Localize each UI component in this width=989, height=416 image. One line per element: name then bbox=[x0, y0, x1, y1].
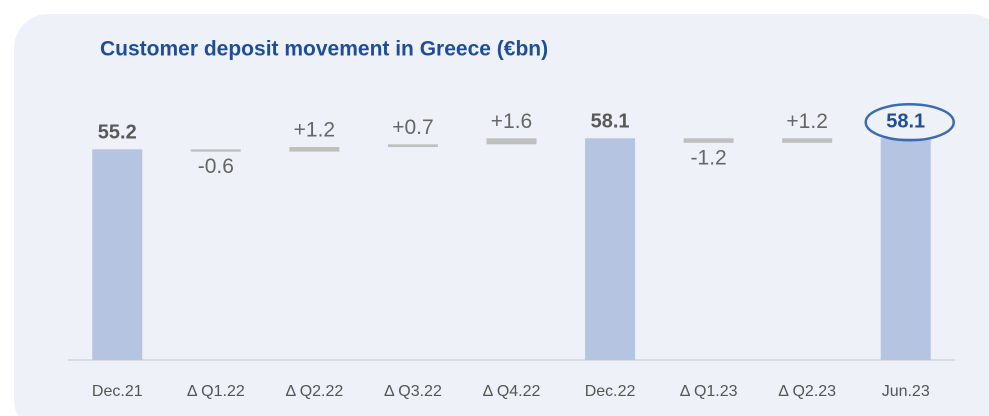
value-label: 55.2 bbox=[98, 122, 137, 144]
value-label: -0.6 bbox=[198, 155, 234, 178]
bar bbox=[683, 138, 734, 143]
value-label: +0.7 bbox=[392, 116, 433, 139]
bar bbox=[190, 149, 241, 152]
bar bbox=[289, 147, 340, 152]
x-tick-label: Dec.22 bbox=[585, 383, 636, 400]
value-label: 58.1 bbox=[591, 111, 630, 133]
value-label: 58.1 bbox=[886, 111, 925, 133]
highlight-ring bbox=[864, 103, 955, 142]
bar bbox=[486, 138, 537, 145]
x-tick-label: Jun.23 bbox=[882, 383, 930, 400]
value-label: +1.2 bbox=[294, 119, 335, 142]
chart-title: Customer deposit movement in Greece (€bn… bbox=[100, 38, 548, 61]
value-label: -1.2 bbox=[691, 146, 727, 169]
panel bbox=[14, 14, 989, 416]
bar bbox=[92, 149, 143, 360]
x-tick-label: Dec.21 bbox=[92, 383, 143, 400]
x-tick-label: Δ Q2.22 bbox=[285, 383, 343, 400]
bar bbox=[387, 144, 438, 148]
value-label: +1.2 bbox=[786, 110, 827, 133]
x-tick-label: Δ Q4.22 bbox=[483, 383, 541, 400]
bar bbox=[585, 138, 636, 360]
bar bbox=[880, 138, 931, 360]
x-tick-label: Δ Q2.23 bbox=[778, 383, 836, 400]
x-tick-label: Δ Q1.22 bbox=[187, 383, 245, 400]
bar bbox=[782, 138, 833, 143]
x-tick-label: Δ Q1.23 bbox=[680, 383, 738, 400]
value-label: +1.6 bbox=[491, 110, 532, 133]
x-tick-label: Δ Q3.22 bbox=[384, 383, 442, 400]
